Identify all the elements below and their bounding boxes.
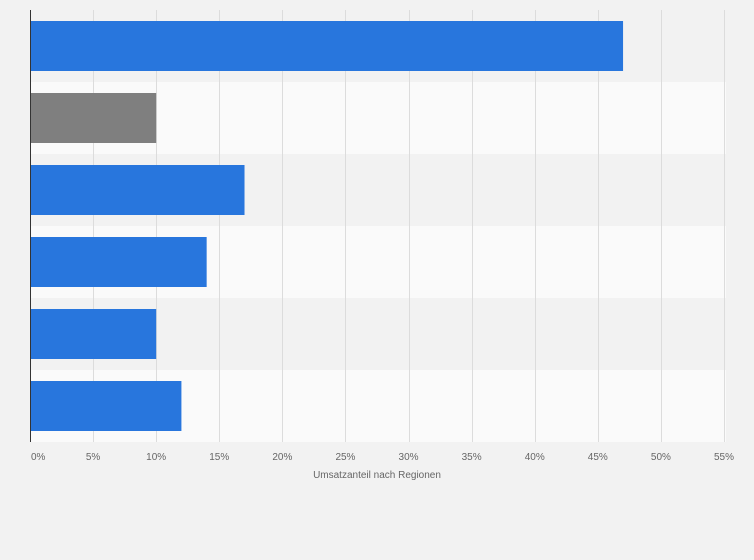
x-tick-label: 25% (335, 452, 355, 463)
x-tick-label: 45% (588, 452, 608, 463)
x-tick-label: 20% (272, 452, 292, 463)
x-tick-label: 10% (146, 452, 166, 463)
x-tick-label: 0% (31, 452, 46, 463)
x-tick-label: 30% (399, 452, 419, 463)
x-tick-label: 50% (651, 452, 671, 463)
bar (30, 21, 624, 71)
bar (30, 381, 182, 431)
x-axis-title: Umsatzanteil nach Regionen (313, 470, 441, 481)
bar (30, 237, 207, 287)
gridlines (93, 10, 725, 442)
bar (30, 309, 157, 359)
x-tick-label: 40% (525, 452, 545, 463)
x-tick-labels: 0% 5% 10% 15% 20% 25% 30% 35% 40% 45% 50% 55% (31, 452, 734, 463)
x-tick-label: 5% (86, 452, 101, 463)
x-tick-label: 35% (462, 452, 482, 463)
row-bands (30, 10, 726, 442)
x-tick-label: 55% (714, 452, 734, 463)
bar (30, 165, 245, 215)
x-tick-label: 15% (209, 452, 229, 463)
bar (30, 93, 157, 143)
bars (30, 21, 624, 431)
